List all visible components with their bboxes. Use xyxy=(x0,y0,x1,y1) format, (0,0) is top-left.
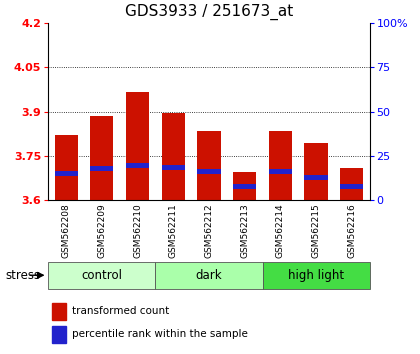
Bar xyxy=(304,143,328,200)
Bar xyxy=(162,113,185,200)
Bar xyxy=(197,169,220,174)
Bar xyxy=(262,262,370,289)
Text: control: control xyxy=(81,269,122,282)
Text: high light: high light xyxy=(288,269,344,282)
Text: stress: stress xyxy=(5,269,40,282)
Text: GSM562210: GSM562210 xyxy=(133,204,142,258)
Text: dark: dark xyxy=(196,269,222,282)
Bar xyxy=(52,303,66,320)
Text: GSM562209: GSM562209 xyxy=(97,204,106,258)
Bar xyxy=(55,135,78,200)
Title: GDS3933 / 251673_at: GDS3933 / 251673_at xyxy=(125,4,293,20)
Bar xyxy=(55,171,78,176)
Bar xyxy=(52,326,66,343)
Bar xyxy=(48,262,155,289)
Bar xyxy=(155,262,262,289)
Bar xyxy=(162,165,185,170)
Text: GSM562215: GSM562215 xyxy=(312,204,320,258)
Text: percentile rank within the sample: percentile rank within the sample xyxy=(72,330,248,339)
Text: GSM562216: GSM562216 xyxy=(347,204,356,258)
Bar xyxy=(90,166,113,171)
Bar xyxy=(304,175,328,180)
Bar xyxy=(126,164,149,168)
Bar xyxy=(90,116,113,200)
Bar xyxy=(340,184,363,189)
Text: GSM562213: GSM562213 xyxy=(240,204,249,258)
Text: GSM562208: GSM562208 xyxy=(62,204,71,258)
Bar xyxy=(233,172,256,200)
Bar xyxy=(269,169,292,174)
Bar xyxy=(126,92,149,200)
Bar xyxy=(269,131,292,200)
Bar xyxy=(197,131,220,200)
Bar xyxy=(233,184,256,189)
Text: GSM562214: GSM562214 xyxy=(276,204,285,258)
Text: transformed count: transformed count xyxy=(72,307,170,316)
Text: GSM562212: GSM562212 xyxy=(205,204,213,258)
Text: GSM562211: GSM562211 xyxy=(169,204,178,258)
Bar xyxy=(340,167,363,200)
